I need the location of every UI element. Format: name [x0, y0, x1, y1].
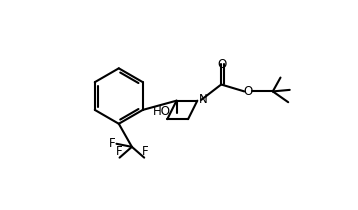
Text: F: F: [142, 145, 148, 158]
Text: O: O: [243, 85, 253, 98]
Text: F: F: [109, 137, 116, 150]
Text: O: O: [217, 58, 227, 71]
Text: N: N: [199, 93, 208, 106]
Text: F: F: [116, 145, 123, 158]
Text: HO: HO: [153, 105, 170, 118]
